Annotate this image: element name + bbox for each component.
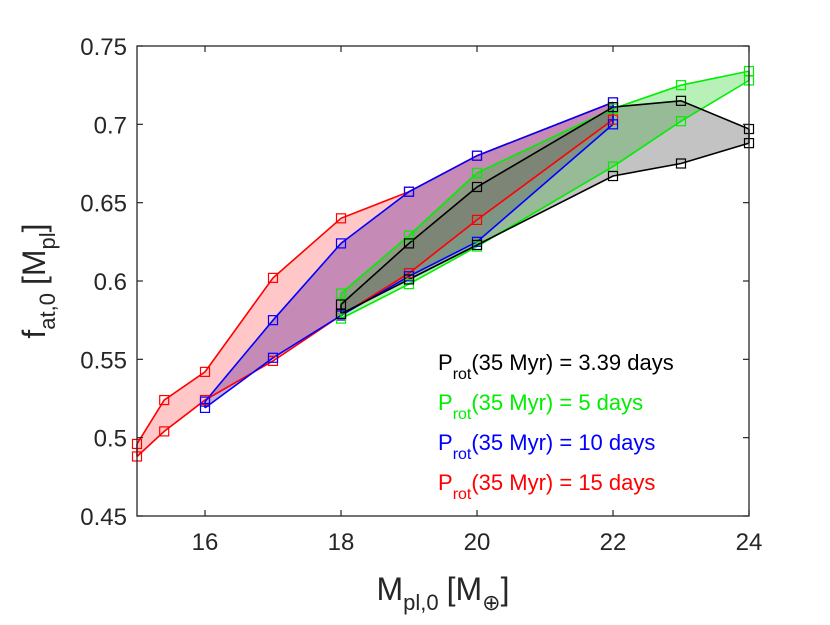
series-3-marker bbox=[607, 101, 619, 113]
x-axis-ticks: 16 18 20 22 24 bbox=[192, 46, 763, 556]
series-3-upper-line bbox=[340, 99, 750, 306]
x-axis-label: Mpl,0 [M⊕] bbox=[376, 571, 509, 615]
series-2-area bbox=[341, 71, 749, 319]
series-0-marker bbox=[159, 394, 170, 406]
series-1-marker bbox=[471, 150, 483, 161]
series-1-upper-line bbox=[204, 101, 614, 403]
y-axis-ticks: 0.45 0.5 0.55 0.6 0.65 0.7 0.75 bbox=[80, 34, 749, 531]
x-tick-label: 20 bbox=[464, 529, 491, 556]
series-0-marker bbox=[199, 366, 211, 377]
series-3-marker bbox=[335, 308, 347, 319]
series-2-marker bbox=[675, 116, 687, 127]
y-tick-label: 0.65 bbox=[80, 191, 127, 218]
series-markers bbox=[131, 65, 755, 462]
legend: Prot(35 Myr) = 3.39 days Prot(35 Myr) = 5… bbox=[438, 350, 674, 503]
series-3-marker bbox=[607, 170, 619, 182]
series-3-marker bbox=[403, 238, 415, 249]
y-axis-label: fat,0[Mpl] bbox=[16, 223, 60, 338]
series-3-marker bbox=[471, 181, 483, 193]
series-1-marker bbox=[403, 186, 415, 197]
series-2-upper-line bbox=[340, 70, 750, 295]
y-tick-label: 0.75 bbox=[80, 34, 127, 61]
plot-background bbox=[137, 46, 749, 516]
series-0-marker bbox=[335, 213, 347, 224]
x-tick-label: 24 bbox=[736, 529, 763, 556]
series-1-marker bbox=[335, 238, 347, 249]
series-1-area bbox=[205, 102, 613, 408]
series-1-marker bbox=[607, 119, 619, 130]
y-tick-label: 0.45 bbox=[80, 504, 127, 531]
series-2-marker bbox=[471, 167, 483, 178]
series-1-marker bbox=[199, 396, 211, 407]
series-3-marker bbox=[471, 239, 483, 251]
series-2-marker bbox=[335, 288, 347, 299]
series-0-marker bbox=[159, 426, 170, 437]
series-2-lower-line bbox=[340, 79, 750, 320]
x-tick-label: 22 bbox=[600, 529, 627, 556]
legend-entry: Prot(35 Myr) = 10 days bbox=[438, 430, 655, 463]
legend-entry: Prot(35 Myr) = 3.39 days bbox=[438, 350, 674, 383]
series-3-lower-line bbox=[340, 142, 750, 315]
series-1-marker bbox=[199, 402, 211, 413]
series-1-marker bbox=[267, 352, 279, 363]
series-0-lower-line bbox=[136, 118, 614, 458]
series-3-marker bbox=[675, 158, 687, 169]
x-tick-label: 18 bbox=[328, 529, 355, 556]
y-tick-label: 0.6 bbox=[94, 269, 127, 296]
y-tick-label: 0.5 bbox=[94, 426, 127, 453]
series-1-marker bbox=[267, 315, 279, 326]
y-tick-label: 0.7 bbox=[94, 112, 127, 139]
y-tick-label: 0.55 bbox=[80, 347, 127, 374]
legend-entry: Prot(35 Myr) = 15 days bbox=[438, 470, 655, 503]
series-3-marker bbox=[403, 274, 415, 285]
series-2-marker bbox=[675, 80, 687, 91]
series-0-marker bbox=[471, 214, 483, 225]
series-2-marker bbox=[403, 230, 415, 241]
series-0-marker bbox=[267, 272, 279, 283]
x-tick-label: 16 bbox=[192, 529, 219, 556]
series-3-marker bbox=[675, 95, 687, 106]
legend-entry: Prot(35 Myr) = 5 days bbox=[438, 390, 643, 423]
series-0-area bbox=[137, 102, 613, 457]
